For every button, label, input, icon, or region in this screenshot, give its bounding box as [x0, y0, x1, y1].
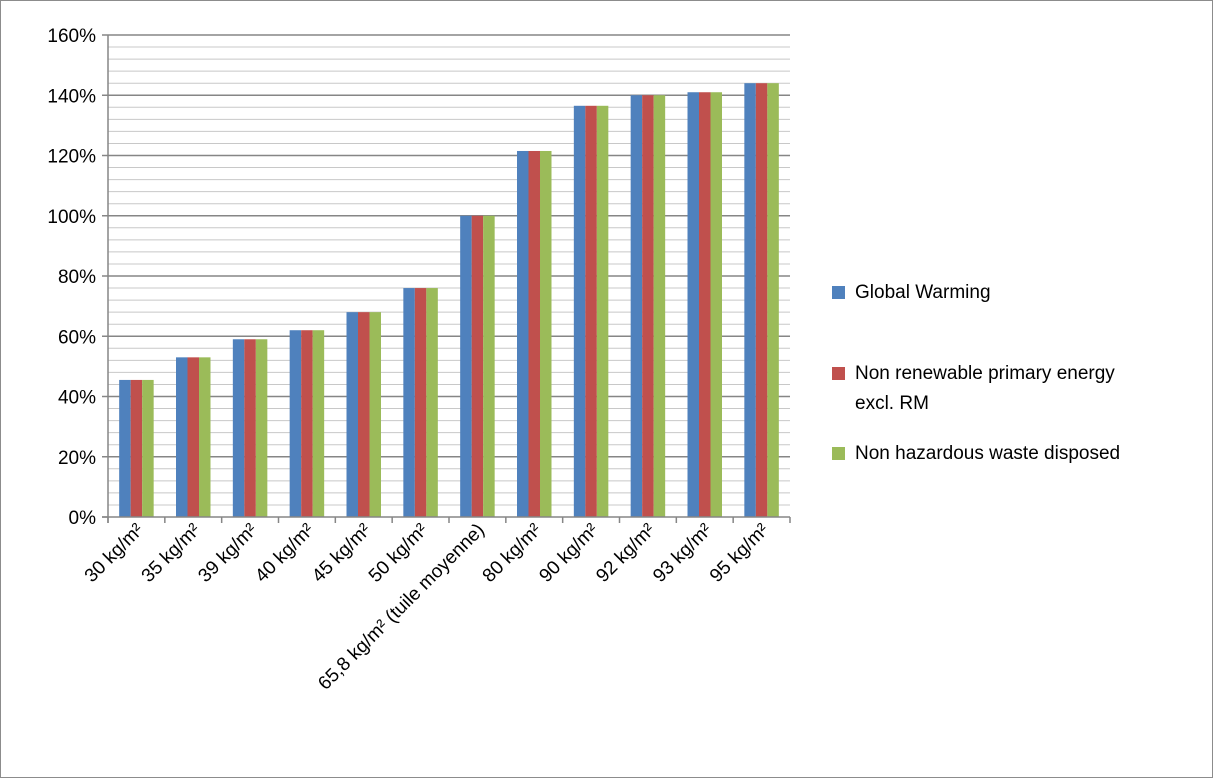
legend-label-1: Global Warming	[855, 282, 991, 303]
bar-2-7	[471, 215, 484, 517]
bar-3-4	[312, 330, 325, 517]
bar-2-10	[642, 95, 654, 517]
bar-1-2	[176, 357, 188, 517]
bar-2-2	[187, 357, 199, 517]
bar-2-4	[301, 330, 313, 517]
bar-2-5	[358, 312, 370, 517]
bar-1-4	[289, 330, 302, 517]
legend-swatch-1	[832, 286, 845, 299]
bar-1-1	[119, 379, 131, 517]
bar-3-3	[255, 339, 268, 517]
bar-3-11	[710, 92, 722, 518]
x-tick-label: 35 kg/m²	[138, 520, 205, 587]
bar-2-12	[755, 83, 768, 517]
bar-3-5	[369, 312, 381, 517]
bar-3-9	[596, 105, 609, 517]
bar-2-8	[528, 150, 540, 517]
legend-label-2: Non renewable primary energy	[855, 363, 1115, 384]
y-tick-labels: 0% 20% 40% 60% 80% 100% 120% 140% 160%	[47, 26, 96, 529]
bars	[119, 83, 779, 518]
legend-swatch-2	[832, 367, 845, 380]
bar-3-7	[483, 215, 495, 517]
bar-3-10	[653, 95, 666, 517]
legend: Global Warming Non renewable primary ener…	[832, 282, 1120, 464]
legend-label-2: excl. RM	[855, 393, 929, 414]
bar-1-12	[744, 83, 756, 517]
x-tick-label: 80 kg/m²	[479, 520, 546, 587]
x-tick-label: 92 kg/m²	[592, 520, 659, 587]
y-tick-label: 40%	[58, 388, 96, 409]
bar-2-11	[699, 92, 711, 518]
axes	[102, 34, 791, 523]
bar-1-5	[346, 312, 358, 517]
x-tick-label: 40 kg/m²	[251, 520, 318, 587]
y-tick-label: 20%	[58, 448, 96, 469]
x-tick-label: 39 kg/m²	[194, 520, 261, 587]
bar-1-8	[517, 150, 529, 517]
y-tick-label: 120%	[47, 147, 96, 168]
gridlines	[108, 34, 790, 506]
bar-3-6	[426, 288, 438, 517]
bar-3-1	[142, 379, 154, 517]
y-tick-label: 140%	[47, 86, 96, 107]
bar-2-9	[585, 105, 597, 517]
bar-1-7	[460, 215, 472, 517]
bar-3-8	[540, 150, 552, 517]
x-tick-label: 30 kg/m²	[81, 520, 148, 587]
y-tick-label: 160%	[47, 26, 96, 47]
x-tick-label: 90 kg/m²	[535, 520, 602, 587]
y-tick-label: 100%	[47, 207, 96, 228]
bar-3-12	[767, 83, 779, 517]
x-tick-label: 93 kg/m²	[649, 520, 716, 587]
y-tick-label: 60%	[58, 327, 96, 348]
x-tick-label: 45 kg/m²	[308, 520, 375, 587]
bar-1-9	[573, 105, 586, 517]
y-tick-label: 0%	[69, 508, 97, 529]
bar-1-6	[403, 288, 415, 517]
bar-2-1	[130, 379, 143, 517]
bar-2-6	[414, 288, 427, 517]
bar-2-3	[244, 339, 256, 517]
legend-swatch-3	[832, 447, 845, 460]
bar-3-2	[199, 357, 211, 517]
legend-label-3: Non hazardous waste disposed	[855, 443, 1120, 464]
x-tick-label: 95 kg/m²	[706, 520, 773, 587]
bar-1-10	[630, 95, 643, 517]
bar-1-3	[232, 339, 245, 517]
bar-1-11	[687, 92, 699, 518]
y-tick-label: 80%	[58, 267, 96, 288]
